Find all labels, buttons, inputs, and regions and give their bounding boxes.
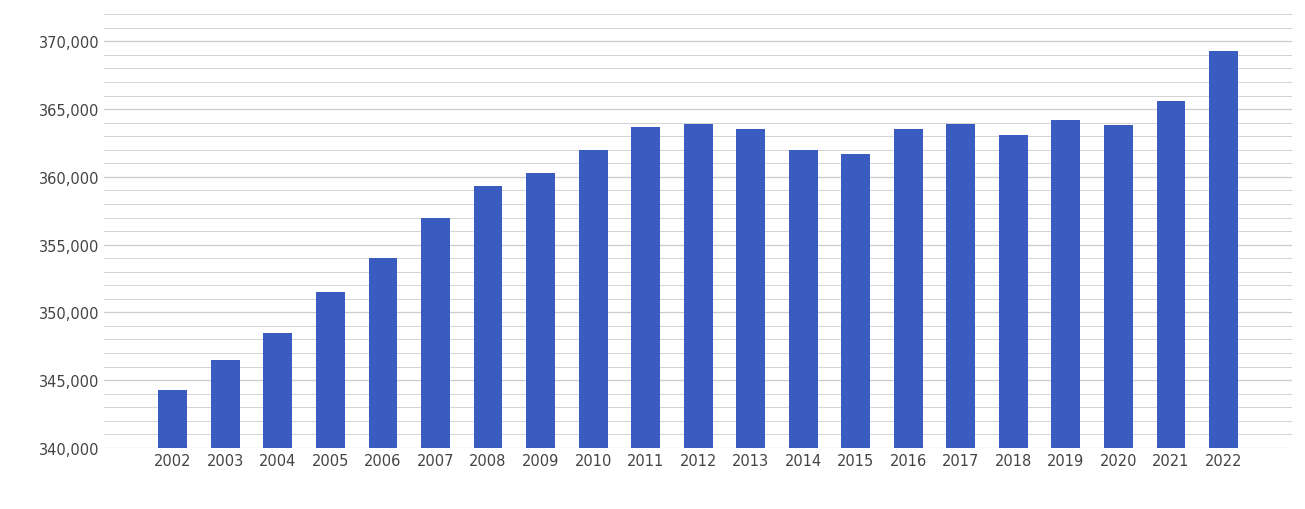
- Bar: [211, 360, 240, 509]
- Bar: [998, 135, 1028, 509]
- Bar: [474, 187, 502, 509]
- Bar: [1104, 126, 1133, 509]
- Bar: [264, 333, 292, 509]
- Bar: [842, 155, 870, 509]
- Bar: [1208, 52, 1238, 509]
- Bar: [684, 125, 713, 509]
- Bar: [1156, 102, 1185, 509]
- Bar: [316, 293, 345, 509]
- Bar: [158, 390, 188, 509]
- Bar: [578, 151, 608, 509]
- Bar: [788, 151, 818, 509]
- Bar: [422, 218, 450, 509]
- Bar: [632, 127, 660, 509]
- Bar: [368, 259, 398, 509]
- Bar: [894, 130, 923, 509]
- Bar: [946, 125, 975, 509]
- Bar: [736, 130, 765, 509]
- Bar: [1052, 121, 1081, 509]
- Bar: [526, 174, 555, 509]
